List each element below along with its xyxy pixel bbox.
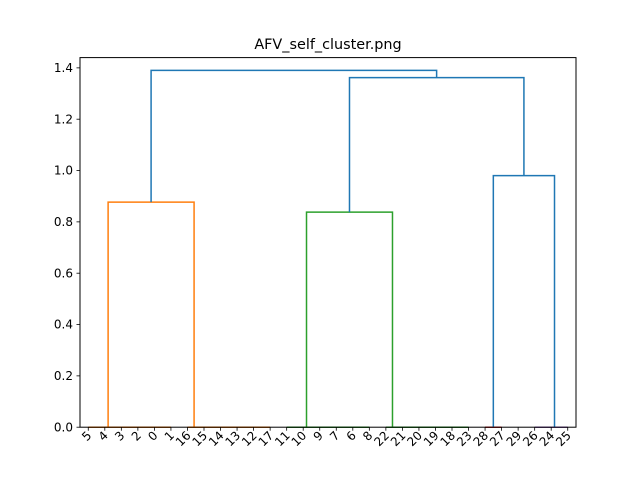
y-tick-label: 1.4: [54, 61, 73, 75]
x-tick-label: 6: [344, 428, 359, 443]
dendrogram-link-25: [492, 174, 556, 428]
x-tick-label: 25: [553, 428, 574, 449]
x-tick-label: 10: [289, 428, 310, 449]
y-tick-label: 0.0: [54, 420, 73, 434]
y-tick-label: 0.2: [54, 369, 73, 383]
plot-frame: [79, 57, 577, 428]
x-tick-label: 5: [79, 428, 94, 443]
dendrogram-link-10: [107, 201, 195, 428]
x-tick-label: 3: [112, 428, 127, 443]
y-tick-label: 0.8: [54, 215, 73, 229]
dendrogram-link-21: [305, 211, 394, 428]
y-tick-label: 0.4: [54, 318, 73, 332]
y-tick-label: 1.2: [54, 112, 73, 126]
x-tick-label: 0: [145, 428, 160, 443]
x-tick-label: 9: [311, 428, 326, 443]
y-axis: 0.0 0.2 0.4 0.6 0.8 1.0 1.2 1.4: [54, 61, 80, 434]
dendrogram-links: [88, 69, 568, 428]
y-tick-label: 1.0: [54, 164, 73, 178]
y-tick-label: 0.6: [54, 266, 73, 280]
dendrogram-link-26: [348, 76, 525, 213]
x-tick-label: 7: [327, 428, 342, 443]
chart-title: AFV_self_cluster.png: [254, 37, 401, 53]
x-tick-label: 2: [129, 428, 144, 443]
x-tick-label: 4: [96, 428, 111, 443]
dendrogram-link-27: [150, 69, 438, 203]
